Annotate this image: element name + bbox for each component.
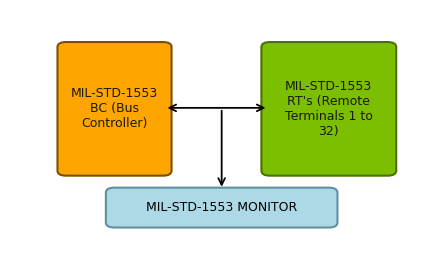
Text: MIL-STD-1553
RT's (Remote
Terminals 1 to
32): MIL-STD-1553 RT's (Remote Terminals 1 to… <box>285 80 373 138</box>
FancyBboxPatch shape <box>261 42 396 176</box>
Text: MIL-STD-1553
BC (Bus
Controller): MIL-STD-1553 BC (Bus Controller) <box>71 87 158 130</box>
Text: MIL-STD-1553 MONITOR: MIL-STD-1553 MONITOR <box>146 201 297 214</box>
FancyBboxPatch shape <box>106 188 338 227</box>
FancyBboxPatch shape <box>58 42 172 176</box>
